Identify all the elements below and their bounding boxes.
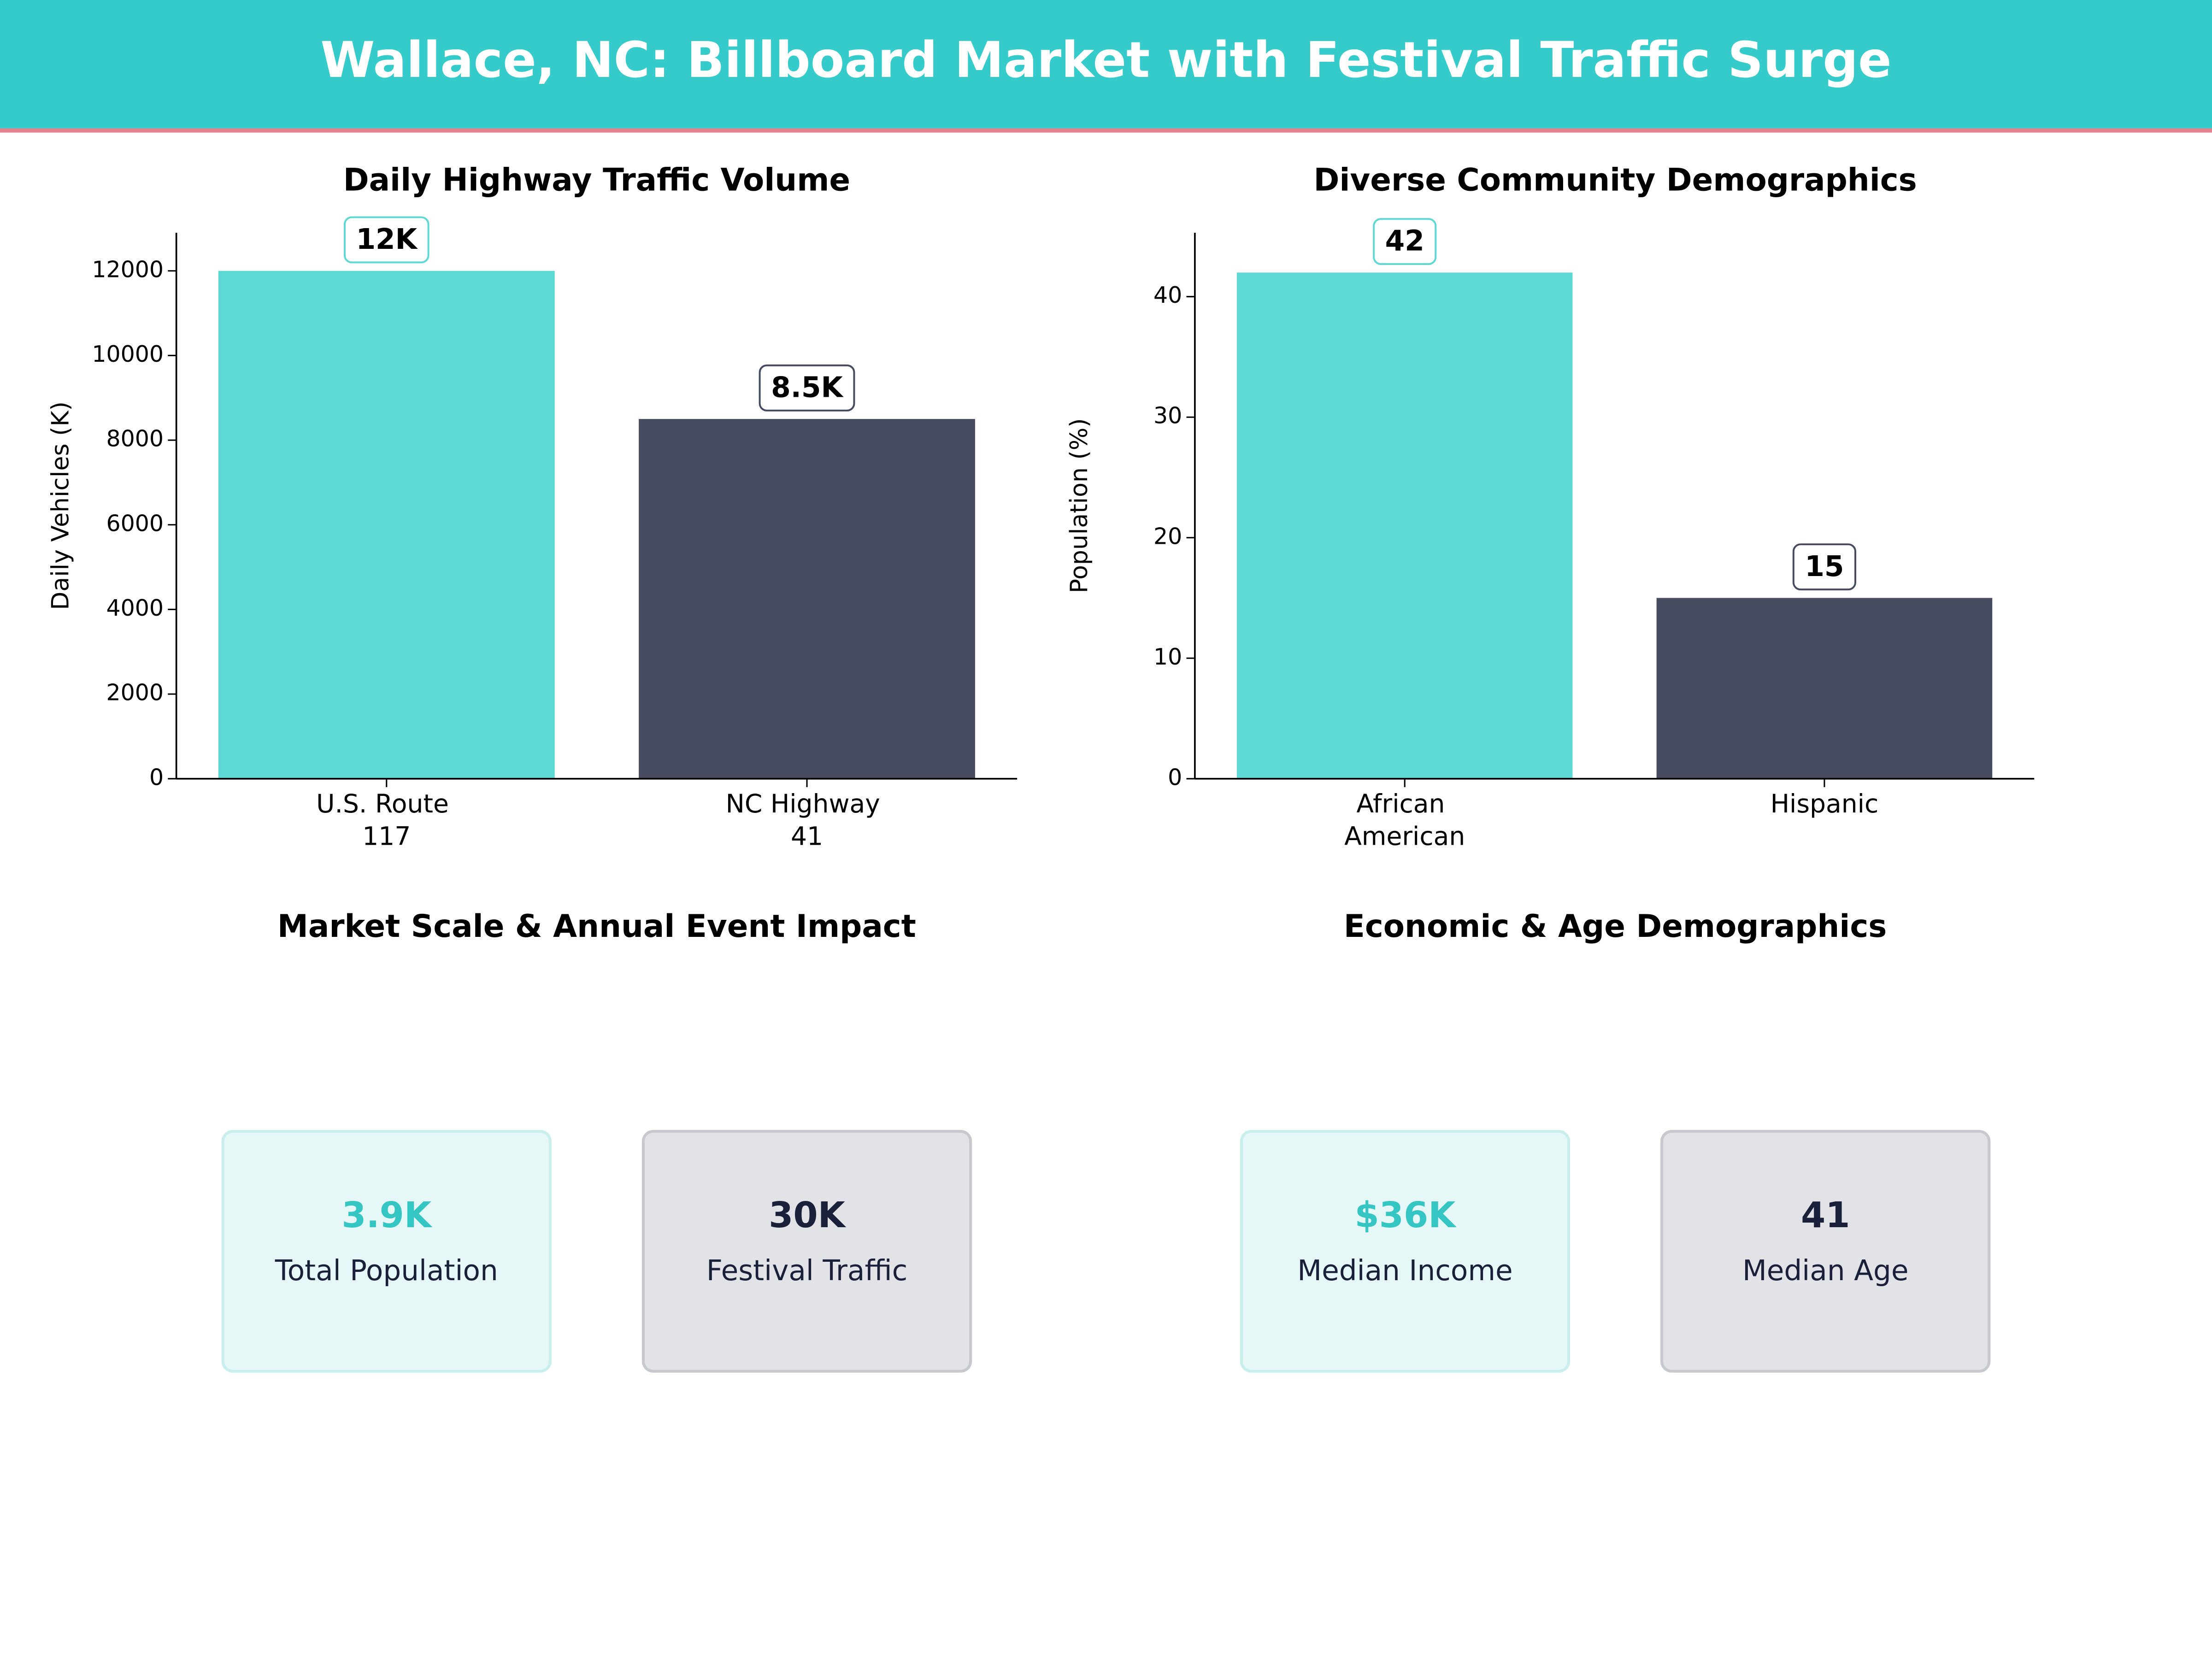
value-label: 42 bbox=[1385, 225, 1424, 258]
y-tick-label: 30 bbox=[1153, 403, 1182, 429]
kpi-card bbox=[1240, 1130, 1571, 1373]
page-title: Wallace, NC: Billboard Market with Festi… bbox=[320, 32, 1891, 89]
kpi-value: 3.9K bbox=[341, 1195, 433, 1236]
kpi-label: Median Age bbox=[1742, 1254, 1909, 1287]
y-tick-label: 6000 bbox=[106, 510, 164, 536]
kpi-label: Total Population bbox=[275, 1254, 498, 1287]
kpi-value: 30K bbox=[769, 1195, 846, 1236]
kpi-value: 41 bbox=[1801, 1195, 1850, 1236]
kpi-card bbox=[1660, 1130, 1991, 1373]
value-label: 12K bbox=[356, 223, 418, 256]
chart-title: Diverse Community Demographics bbox=[1313, 161, 1917, 198]
bar bbox=[218, 271, 555, 779]
value-label-box bbox=[759, 364, 855, 412]
panel-title: Economic & Age Demographics bbox=[1344, 908, 1887, 944]
y-tick-label: 40 bbox=[1153, 282, 1182, 308]
kpi-label: Festival Traffic bbox=[706, 1254, 908, 1287]
y-tick-label: 20 bbox=[1153, 523, 1182, 549]
chart-title: Daily Highway Traffic Volume bbox=[343, 161, 850, 198]
y-tick-label: 4000 bbox=[106, 595, 164, 621]
y-tick-label: 0 bbox=[1168, 764, 1182, 790]
bar bbox=[1236, 272, 1573, 779]
x-tick-label: Hispanic bbox=[1771, 789, 1879, 818]
panel-title: Market Scale & Annual Event Impact bbox=[277, 908, 916, 944]
kpi-card bbox=[221, 1130, 552, 1373]
y-axis-label: Daily Vehicles (K) bbox=[47, 401, 75, 610]
x-tick-label: NC Highway 41 bbox=[726, 789, 888, 851]
y-tick-label: 10000 bbox=[92, 341, 164, 367]
value-label-box bbox=[343, 216, 429, 264]
y-axis-label: Population (%) bbox=[1065, 418, 1093, 593]
y-tick-label: 2000 bbox=[106, 680, 164, 706]
bar bbox=[639, 419, 975, 779]
x-tick-label: African American bbox=[1344, 789, 1465, 851]
kpi-label: Median Income bbox=[1297, 1254, 1512, 1287]
value-label-box bbox=[1373, 218, 1437, 265]
header-band bbox=[0, 0, 2212, 129]
value-label: 15 bbox=[1805, 550, 1844, 583]
y-tick-label: 12000 bbox=[92, 256, 164, 282]
kpi-card bbox=[641, 1130, 972, 1373]
y-tick-label: 8000 bbox=[106, 426, 164, 452]
header-rule bbox=[0, 128, 2212, 133]
bar bbox=[1656, 598, 1993, 779]
value-label: 8.5K bbox=[771, 371, 844, 404]
value-label-box bbox=[1792, 543, 1857, 591]
y-tick-label: 10 bbox=[1153, 644, 1182, 670]
kpi-value: $36K bbox=[1354, 1195, 1457, 1236]
y-tick-label: 0 bbox=[149, 764, 164, 790]
x-tick-label: U.S. Route 117 bbox=[316, 789, 457, 851]
